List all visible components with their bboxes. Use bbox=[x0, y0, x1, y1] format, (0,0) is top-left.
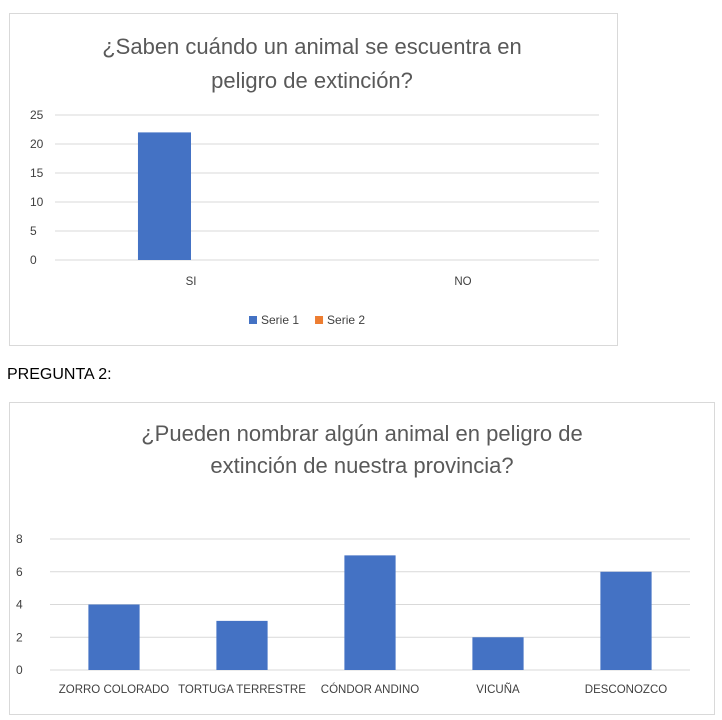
chart-1-y-tick-20: 20 bbox=[30, 137, 44, 151]
chart-1-y-tick-0: 0 bbox=[30, 253, 37, 267]
chart-2-y-tick-4: 4 bbox=[16, 598, 23, 612]
chart-1-title-line-2: peligro de extinción? bbox=[211, 68, 413, 93]
chart-2-category-label-2: CÓNDOR ANDINO bbox=[321, 683, 419, 696]
chart-1-category-label-0: SI bbox=[186, 276, 197, 288]
chart-1-legend-swatch-2 bbox=[315, 316, 324, 324]
chart-1-title-line-1: ¿Saben cuándo un animal se escuentra en bbox=[102, 34, 522, 59]
chart-2-category-label-1: TORTUGA TERRESTRE bbox=[178, 684, 306, 696]
chart-2-y-tick-2: 2 bbox=[16, 630, 23, 644]
chart-2-bar-s1-1 bbox=[216, 620, 268, 670]
chart-2-category-label-3: VICUÑA bbox=[476, 683, 520, 696]
chart-1-legend-swatch-1 bbox=[249, 316, 257, 324]
chart-2-title-line-1: ¿Pueden nombrar algún animal en peligro … bbox=[141, 421, 583, 446]
chart-2-bar-s1-4 bbox=[600, 571, 652, 670]
chart-2-bar-s1-0 bbox=[88, 604, 140, 670]
chart-1-legend-label-1: Serie 1 bbox=[261, 313, 299, 327]
chart-1-category-label-1: NO bbox=[454, 276, 471, 288]
chart-1-y-tick-10: 10 bbox=[30, 195, 44, 209]
chart-2-title-line-2: extinción de nuestra provincia? bbox=[210, 453, 513, 478]
chart-2-y-tick-6: 6 bbox=[16, 565, 23, 579]
chart-2-bar-s1-2 bbox=[344, 555, 396, 670]
chart-1-y-tick-25: 25 bbox=[30, 108, 44, 122]
chart-2-y-tick-0: 0 bbox=[16, 663, 23, 677]
chart-2: ¿Pueden nombrar algún animal en peligro … bbox=[9, 402, 715, 715]
chart-1: ¿Saben cuándo un animal se escuentra en p… bbox=[9, 13, 618, 346]
chart-1-svg: ¿Saben cuándo un animal se escuentra en p… bbox=[30, 34, 599, 327]
chart-2-category-label-0: ZORRO COLORADO bbox=[59, 684, 170, 696]
chart-1-y-tick-5: 5 bbox=[30, 224, 37, 238]
chart-2-bar-s1-3 bbox=[472, 637, 524, 670]
chart-1-legend-label-2: Serie 2 bbox=[327, 313, 365, 327]
chart-2-category-label-4: DESCONOZCO bbox=[585, 684, 667, 696]
chart-2-y-tick-8: 8 bbox=[16, 532, 23, 546]
chart-1-y-tick-15: 15 bbox=[30, 166, 44, 180]
question-2-heading: PREGUNTA 2: bbox=[7, 366, 112, 383]
chart-1-bar-s1-0 bbox=[137, 132, 191, 260]
chart-2-svg: ¿Pueden nombrar algún animal en peligro … bbox=[16, 421, 690, 696]
